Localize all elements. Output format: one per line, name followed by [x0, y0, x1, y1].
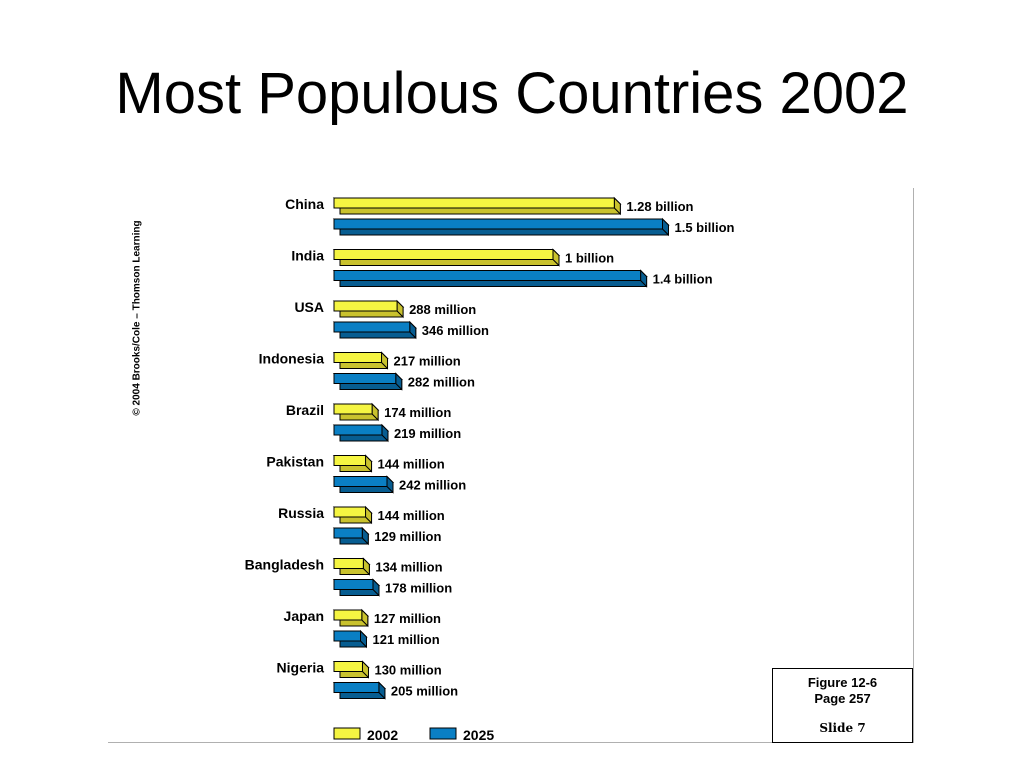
bar-2002: [333, 197, 615, 209]
slide-title: Most Populous Countries 2002: [115, 61, 909, 126]
page-label: Page 257: [814, 691, 871, 706]
value-label: 1 billion: [565, 251, 614, 266]
bar-2025: [333, 527, 363, 539]
value-label: 121 million: [372, 632, 439, 647]
bar-2002: [333, 403, 373, 415]
value-label: 174 million: [384, 405, 451, 420]
value-label: 1.28 billion: [626, 199, 693, 214]
value-label: 242 million: [399, 478, 466, 493]
value-label: 134 million: [375, 560, 442, 575]
country-label: China: [285, 196, 324, 212]
bar-2002: [333, 249, 554, 260]
country-label: Indonesia: [259, 351, 325, 367]
legend-swatch-2002: [333, 727, 361, 740]
legend-label: 2002: [367, 727, 398, 743]
legend-swatch-2025: [429, 727, 457, 740]
bar-2002: [333, 558, 364, 569]
copyright-text: © 2004 Brooks/Cole – Thomson Learning: [131, 220, 143, 416]
bar-2025: [333, 630, 361, 642]
bar-2025: [333, 476, 388, 487]
bar-2002: [333, 506, 367, 518]
value-label: 219 million: [394, 426, 461, 441]
country-label: Russia: [278, 505, 324, 521]
value-label: 144 million: [378, 508, 445, 523]
country-label: USA: [294, 299, 324, 315]
value-label: 282 million: [408, 375, 475, 390]
bar-2002: [333, 455, 367, 466]
value-label: 288 million: [409, 302, 476, 317]
value-label: 1.4 billion: [653, 272, 713, 287]
bar-2025: [333, 424, 383, 436]
bar-2025: [333, 373, 397, 384]
bar-2002: [333, 609, 363, 621]
country-label: Pakistan: [266, 454, 324, 470]
population-bar-chart: China 1.28 billion 1.5 billion India 1 billi…: [245, 196, 735, 743]
bar-2002: [333, 661, 363, 672]
value-label: 130 million: [374, 663, 441, 678]
value-label: 1.5 billion: [675, 220, 735, 235]
legend-label: 2025: [463, 727, 494, 743]
figure-reference-box: Figure 12-6 Page 257 Slide 7: [772, 668, 913, 743]
bar-2025: [333, 682, 380, 693]
value-label: 127 million: [374, 611, 441, 626]
bar-2025: [333, 270, 642, 281]
chart-frame: China 1.28 billion 1.5 billion India 1 billi…: [108, 188, 914, 743]
figure-label: Figure 12-6: [807, 675, 878, 690]
bar-2002: [333, 352, 383, 363]
country-label: Brazil: [286, 402, 324, 418]
slide-label: Slide 7: [819, 721, 866, 735]
country-label: Bangladesh: [245, 557, 324, 573]
bar-2025: [333, 579, 374, 590]
value-label: 178 million: [385, 581, 452, 596]
country-label: Nigeria: [277, 660, 325, 676]
value-label: 129 million: [374, 529, 441, 544]
bar-2025: [333, 321, 411, 333]
value-label: 346 million: [422, 323, 489, 338]
country-label: India: [291, 248, 324, 264]
bar-2025: [333, 218, 663, 230]
value-label: 144 million: [378, 457, 445, 472]
value-label: 217 million: [394, 354, 461, 369]
country-label: Japan: [284, 608, 324, 624]
value-label: 205 million: [391, 684, 458, 699]
bar-2002: [333, 300, 398, 312]
